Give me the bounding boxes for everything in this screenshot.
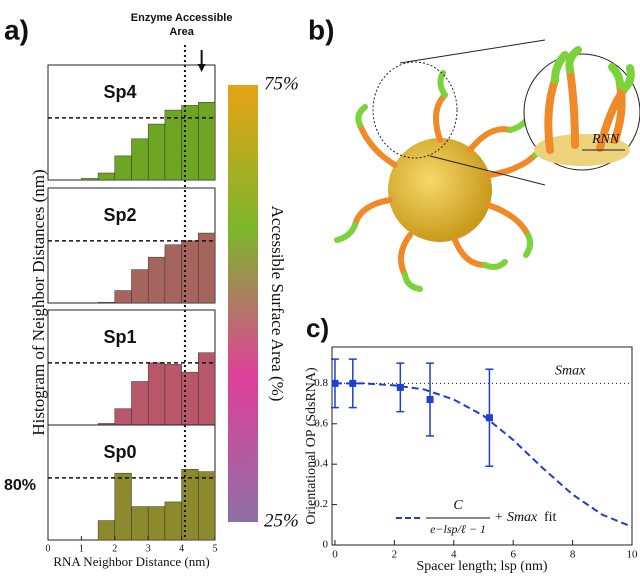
histogram-bar (164, 109, 182, 181)
subplot-label: Sp4 (103, 82, 136, 102)
subplot-label: Sp0 (103, 442, 136, 462)
y-tick-label: 0.4 (314, 458, 328, 470)
histogram-bar (198, 471, 216, 541)
histogram-bar (147, 506, 166, 541)
formula-term: + Smax (494, 510, 538, 525)
histogram-bar (131, 269, 149, 304)
histogram-bar (147, 362, 166, 426)
histogram-bar (164, 501, 182, 541)
plot-frame (331, 346, 633, 546)
histogram-bar (131, 138, 149, 181)
colorbar-label: Accessible Surface Area (%) (268, 206, 287, 402)
smax-label: Smax (555, 364, 586, 379)
x-tick-label: 2 (112, 543, 117, 554)
legend-label: fit (544, 510, 557, 525)
nanoparticle-illustration: RNN (334, 39, 640, 292)
x-axis-label: RNA Neighbor Distance (nm) (53, 554, 209, 569)
histogram-bar (97, 301, 116, 304)
data-point (485, 414, 493, 422)
x-tick-label: 1 (79, 543, 84, 554)
data-point (396, 383, 404, 391)
y-tick-label: 0.8 (314, 377, 328, 389)
formula-denominator: e−lsp/ℓ − 1 (430, 522, 486, 536)
histogram-bar (181, 469, 199, 541)
colorbar (228, 85, 258, 522)
histogram-bar (131, 506, 149, 541)
annotation: Area (169, 26, 194, 38)
x-tick-label: 8 (570, 549, 576, 561)
histogram-bar (81, 178, 99, 181)
x-tick-label: 10 (627, 549, 639, 561)
x-tick-label: 5 (213, 543, 218, 554)
y-tick-label: 0 (323, 539, 329, 551)
histogram-bar (114, 155, 132, 181)
y-tick-label: 0.2 (314, 498, 328, 510)
histogram-bar (198, 102, 216, 181)
panel-label: b) (308, 14, 334, 45)
x-tick-label: 4 (179, 543, 184, 554)
histogram-bar (114, 408, 132, 426)
histogram-bar (114, 290, 132, 304)
data-point (426, 396, 434, 404)
panel-label: c) (306, 313, 329, 343)
y-axis-label: Orientational OP (SdsRNA) (304, 367, 319, 525)
distance-label: RNN (591, 132, 620, 147)
panel-label: a) (4, 14, 29, 45)
histogram-bar (198, 232, 216, 304)
histogram-bar (164, 364, 182, 426)
x-tick-label: 0 (46, 543, 51, 554)
x-tick-label: 4 (451, 549, 457, 561)
histogram-bar (131, 381, 149, 426)
x-axis-label: Spacer length; lsp (nm) (416, 559, 547, 574)
x-tick-label: 3 (146, 543, 151, 554)
histogram-bar (147, 123, 166, 181)
y-axis-label: Histogram of Neighbor Distances (nm) (29, 169, 48, 435)
colorbar-tick-label: 25% (264, 510, 299, 531)
histogram-bar (147, 256, 166, 304)
formula-numerator: C (453, 498, 463, 513)
x-tick-label: 6 (510, 549, 516, 561)
colorbar-tick-label: 75% (264, 73, 299, 94)
subplot-label: Sp1 (103, 327, 136, 347)
histogram-bar (97, 520, 116, 541)
subplot-label: Sp2 (103, 205, 136, 225)
x-tick-label: 0 (332, 549, 338, 561)
annotation: Enzyme Accessible (131, 12, 233, 24)
fit-line (334, 382, 633, 528)
histogram-bar (97, 172, 116, 181)
y-tick-label: 0.6 (314, 417, 328, 429)
reference-label: 80% (4, 477, 36, 494)
histogram-bar (114, 472, 132, 541)
x-tick-label: 2 (392, 549, 398, 561)
histogram-bar (164, 244, 182, 304)
arrow-head (197, 64, 206, 72)
